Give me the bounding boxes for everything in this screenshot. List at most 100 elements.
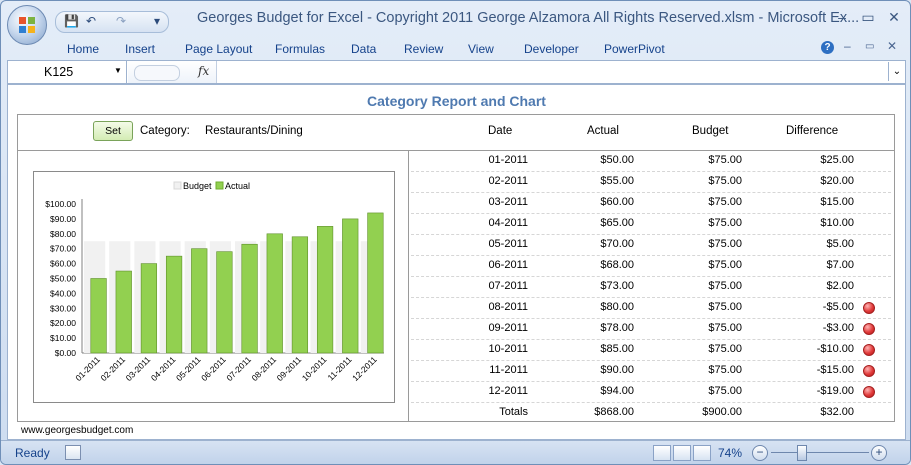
cell-difference[interactable]: -$19.00 xyxy=(816,385,854,397)
name-box-dropdown-icon[interactable]: ▼ xyxy=(114,66,122,75)
cell-date[interactable]: 03-2011 xyxy=(488,196,528,208)
cell-actual[interactable]: $85.00 xyxy=(600,343,634,355)
cell-difference[interactable]: $15.00 xyxy=(820,196,854,208)
cell-difference[interactable]: -$5.00 xyxy=(822,301,854,313)
status-bar: Ready 74% − + xyxy=(1,440,910,464)
cell-actual[interactable]: $60.00 xyxy=(600,196,634,208)
page-layout-view-icon[interactable] xyxy=(673,445,691,461)
expand-formula-bar-icon[interactable]: ⌄ xyxy=(888,62,905,81)
cell-actual[interactable]: $90.00 xyxy=(600,364,634,376)
cell-difference[interactable]: $7.00 xyxy=(826,259,854,271)
office-button[interactable] xyxy=(7,5,47,45)
cell-actual[interactable]: $50.00 xyxy=(600,154,634,166)
cell-difference[interactable]: $20.00 xyxy=(820,175,854,187)
cell-budget[interactable]: $75.00 xyxy=(708,238,742,250)
customize-qat-icon[interactable]: ▾ xyxy=(154,14,161,28)
cell-actual[interactable]: $78.00 xyxy=(600,322,634,334)
workbook-minimize-button[interactable]: – xyxy=(844,39,851,53)
name-box[interactable]: K125 ▼ xyxy=(8,61,127,83)
totals-actual[interactable]: $868.00 xyxy=(594,406,634,418)
tab-developer[interactable]: Developer xyxy=(524,42,579,56)
y-tick-label: $30.00 xyxy=(50,303,76,313)
legend-budget-swatch xyxy=(173,181,182,190)
minimize-button[interactable]: – xyxy=(838,9,846,25)
cell-actual[interactable]: $94.00 xyxy=(600,385,634,397)
cell-budget[interactable]: $75.00 xyxy=(708,175,742,187)
cell-difference[interactable]: -$3.00 xyxy=(822,322,854,334)
header-divider xyxy=(18,150,894,151)
cell-difference[interactable]: $10.00 xyxy=(820,217,854,229)
help-icon[interactable]: ? xyxy=(821,41,834,54)
totals-difference[interactable]: $32.00 xyxy=(820,406,854,418)
cell-difference[interactable]: -$15.00 xyxy=(816,364,854,376)
tab-view[interactable]: View xyxy=(468,42,494,56)
cell-difference[interactable]: $5.00 xyxy=(826,238,854,250)
page-break-view-icon[interactable] xyxy=(693,445,711,461)
cell-date[interactable]: 04-2011 xyxy=(488,217,528,229)
cell-actual[interactable]: $80.00 xyxy=(600,301,634,313)
close-button[interactable]: ✕ xyxy=(888,9,900,25)
cell-budget[interactable]: $75.00 xyxy=(708,301,742,313)
tab-formulas[interactable]: Formulas xyxy=(275,42,326,56)
cell-date[interactable]: 07-2011 xyxy=(488,280,528,292)
y-tick-label: $100.00 xyxy=(45,199,76,209)
workbook-restore-button[interactable]: ▭ xyxy=(865,41,875,52)
cell-actual[interactable]: $55.00 xyxy=(600,175,634,187)
cell-date[interactable]: 08-2011 xyxy=(488,301,528,313)
formula-input[interactable] xyxy=(220,64,880,80)
cell-budget[interactable]: $75.00 xyxy=(708,259,742,271)
tab-powerpivot[interactable]: PowerPivot xyxy=(604,42,665,56)
zoom-in-button[interactable]: + xyxy=(871,445,887,461)
cell-actual[interactable]: $73.00 xyxy=(600,280,634,292)
cell-date[interactable]: 02-2011 xyxy=(488,175,528,187)
cell-budget[interactable]: $75.00 xyxy=(708,322,742,334)
totals-budget[interactable]: $900.00 xyxy=(702,406,742,418)
cell-actual[interactable]: $70.00 xyxy=(600,238,634,250)
x-tick-label: 01-2011 xyxy=(73,354,102,383)
cell-date[interactable]: 09-2011 xyxy=(488,322,528,334)
footer-url[interactable]: www.georgesbudget.com xyxy=(21,425,134,436)
cell-actual[interactable]: $68.00 xyxy=(600,259,634,271)
over-budget-indicator-icon xyxy=(863,323,875,335)
save-icon[interactable]: 💾 xyxy=(64,14,79,28)
cell-budget[interactable]: $75.00 xyxy=(708,196,742,208)
cell-budget[interactable]: $75.00 xyxy=(708,217,742,229)
workbook-close-button[interactable]: ✕ xyxy=(887,39,898,53)
cell-difference[interactable]: -$10.00 xyxy=(816,343,854,355)
insert-function-icon[interactable]: fx xyxy=(198,64,210,78)
cell-date[interactable]: 06-2011 xyxy=(488,259,528,271)
zoom-out-button[interactable]: − xyxy=(752,445,768,461)
table-row: 10-2011 $85.00 $75.00 -$10.00 xyxy=(411,339,891,361)
cell-budget[interactable]: $75.00 xyxy=(708,154,742,166)
cell-date[interactable]: 10-2011 xyxy=(488,343,528,355)
undo-icon[interactable]: ↶ xyxy=(86,14,97,28)
cell-budget[interactable]: $75.00 xyxy=(708,280,742,292)
zoom-slider-thumb[interactable] xyxy=(797,445,807,461)
tab-data[interactable]: Data xyxy=(351,42,377,56)
x-tick-label: 02-2011 xyxy=(98,354,127,383)
tab-home[interactable]: Home xyxy=(67,42,100,56)
tab-review[interactable]: Review xyxy=(404,42,444,56)
normal-view-icon[interactable] xyxy=(653,445,671,461)
zoom-level[interactable]: 74% xyxy=(718,446,743,460)
cell-actual[interactable]: $65.00 xyxy=(600,217,634,229)
cell-difference[interactable]: $2.00 xyxy=(826,280,854,292)
category-value[interactable]: Restaurants/Dining xyxy=(205,125,303,137)
formula-resize-handle[interactable] xyxy=(134,65,180,81)
cell-date[interactable]: 05-2011 xyxy=(488,238,528,250)
tab-insert[interactable]: Insert xyxy=(125,42,156,56)
redo-icon[interactable]: ↷ xyxy=(116,14,127,28)
cell-difference[interactable]: $25.00 xyxy=(820,154,854,166)
zoom-slider-track[interactable] xyxy=(771,452,869,453)
macro-record-icon[interactable] xyxy=(65,445,81,460)
cell-budget[interactable]: $75.00 xyxy=(708,343,742,355)
cell-budget[interactable]: $75.00 xyxy=(708,385,742,397)
cell-date[interactable]: 11-2011 xyxy=(489,364,528,376)
cell-date[interactable]: 01-2011 xyxy=(488,154,528,166)
cell-date[interactable]: 12-2011 xyxy=(488,385,528,397)
cell-budget[interactable]: $75.00 xyxy=(708,364,742,376)
category-chart[interactable]: Budget Actual $0.00 $10.00 $20.00 $30.00 $40.0… xyxy=(33,171,395,403)
tab-page-layout[interactable]: Page Layout xyxy=(185,42,253,56)
set-button[interactable]: Set xyxy=(93,121,133,141)
restore-button[interactable]: ▭ xyxy=(861,9,875,25)
